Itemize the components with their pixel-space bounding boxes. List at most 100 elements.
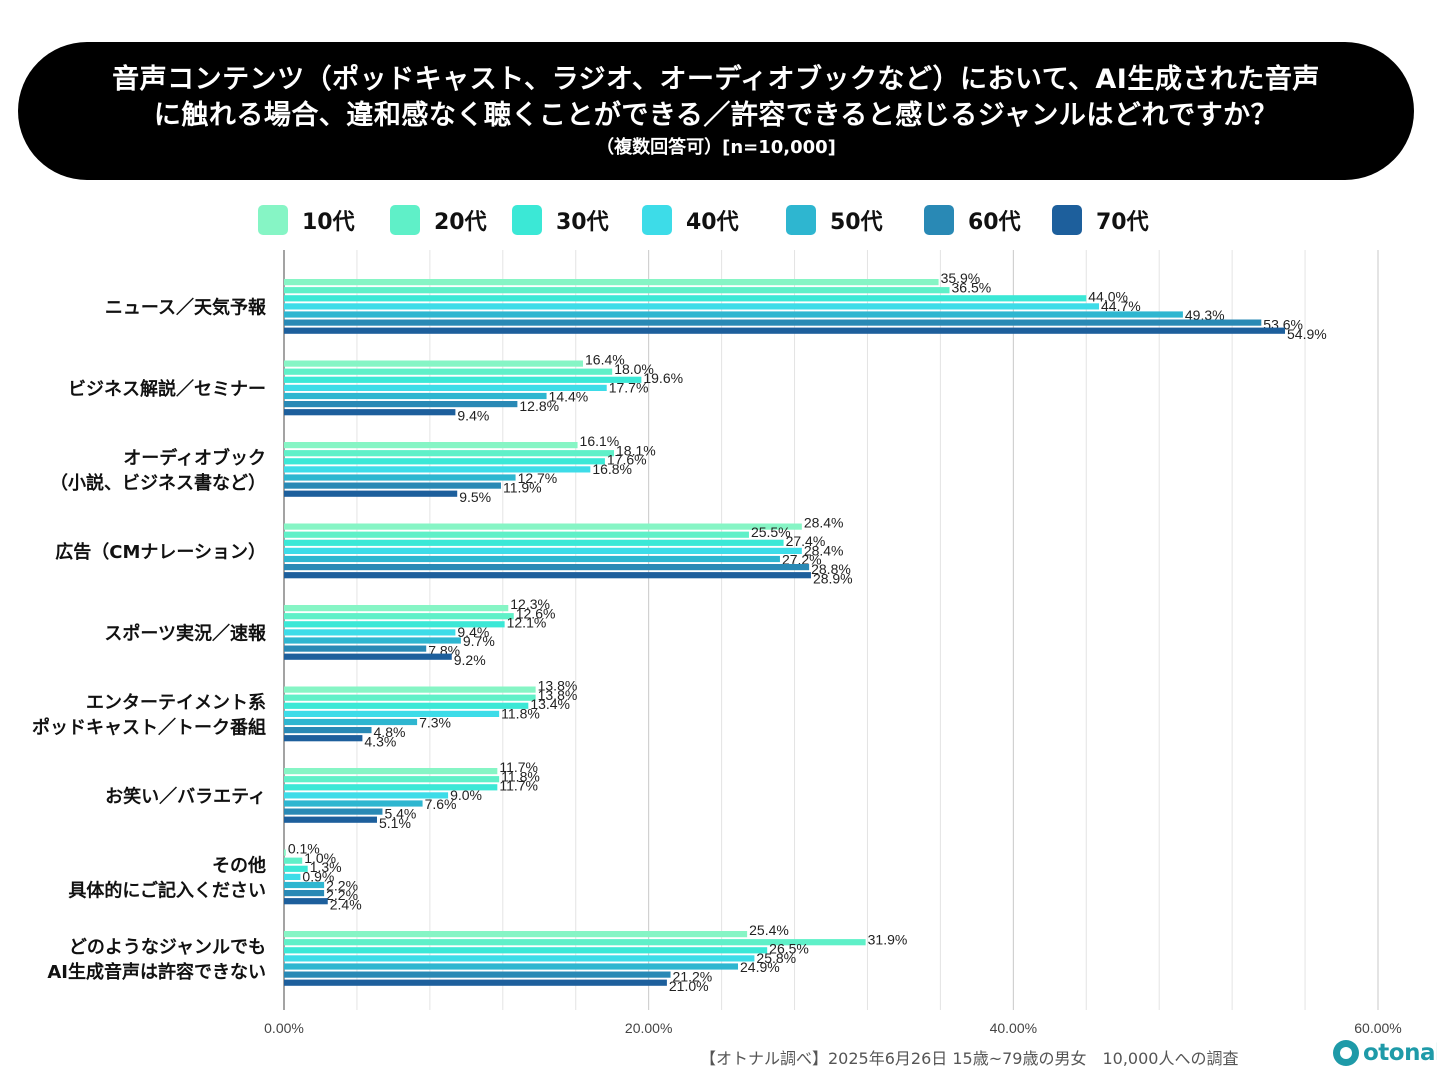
- legend-swatch: [642, 205, 672, 235]
- bar: [284, 776, 500, 783]
- legend-label: 60代: [968, 210, 1021, 235]
- category-label: スポーツ実況／速報: [104, 622, 267, 644]
- legend-item: 60代: [924, 204, 1021, 236]
- bar: [284, 287, 950, 294]
- bar: [284, 409, 456, 416]
- data-label: 0.1%: [288, 841, 320, 857]
- category-label: エンターテイメント系: [86, 692, 266, 713]
- data-label: 11.8%: [501, 768, 540, 784]
- bar: [284, 621, 505, 628]
- data-label: 26.5%: [769, 941, 809, 957]
- bar: [284, 808, 383, 815]
- data-label: 54.9%: [1287, 326, 1327, 342]
- data-label: 12.6%: [516, 605, 556, 621]
- bar: [284, 547, 802, 554]
- logo-icon: [1333, 1040, 1359, 1066]
- bar: [284, 702, 529, 709]
- data-label: 11.9%: [503, 480, 542, 496]
- data-label: 12.7%: [518, 470, 558, 486]
- data-label: 1.0%: [304, 850, 336, 866]
- data-label: 25.5%: [751, 524, 791, 540]
- bar: [284, 474, 516, 481]
- bar: [284, 800, 423, 807]
- data-label: 27.4%: [786, 533, 826, 549]
- bar: [284, 523, 802, 530]
- bar: [284, 531, 749, 538]
- bar: [284, 384, 607, 391]
- bar: [284, 539, 784, 546]
- bar: [284, 939, 866, 946]
- bar: [284, 458, 605, 465]
- data-label: 9.4%: [457, 407, 489, 423]
- source-note: 【オトナル調べ】2025年6月26日 15歳~79歳の男女 10,000人への調…: [700, 1049, 1239, 1068]
- bar: [284, 727, 372, 734]
- data-label: 11.7%: [499, 778, 538, 794]
- data-label: 31.9%: [868, 931, 908, 947]
- data-label: 28.9%: [813, 570, 853, 586]
- bar: [284, 881, 325, 889]
- legend-item: 70代: [1052, 204, 1149, 236]
- legend-label: 50代: [830, 210, 883, 235]
- data-label: 11.7%: [499, 759, 538, 775]
- data-label: 4.3%: [364, 733, 396, 749]
- bar: [284, 784, 498, 791]
- data-label: 18.1%: [616, 442, 656, 458]
- bar: [284, 637, 461, 644]
- data-label: 28.4%: [804, 542, 844, 558]
- data-label: 35.9%: [941, 270, 981, 286]
- data-label: 9.7%: [463, 633, 495, 649]
- category-label: どのようなジャンルでも: [69, 937, 266, 958]
- bar: [284, 613, 514, 620]
- data-label: 0.9%: [302, 868, 334, 884]
- bar: [284, 303, 1100, 310]
- data-label: 13.4%: [530, 696, 570, 712]
- chart-title-line2: に触れる場合、違和感なく聴くことができる／許容できると感じるジャンルはどれですか…: [153, 100, 1279, 131]
- bar: [284, 686, 536, 693]
- bar: [284, 279, 939, 286]
- bar: [284, 890, 325, 897]
- category-label: オーディオブック: [123, 447, 266, 469]
- data-label: 9.5%: [459, 489, 491, 505]
- bar: [284, 401, 518, 408]
- bar: [284, 629, 456, 636]
- data-label: 44.0%: [1088, 289, 1128, 305]
- chart-title-banner: 音声コンテンツ（ポッドキャスト、ラジオ、オーディオブックなど）において、AI生成…: [18, 42, 1414, 180]
- category-label: ビジネス解説／セミナー: [68, 378, 266, 400]
- x-tick-label: 40.00%: [990, 1020, 1037, 1036]
- legend-swatch: [786, 205, 816, 235]
- category-label: 具体的にご記入ください: [68, 879, 266, 901]
- category-label: ポッドキャスト／トーク番組: [32, 716, 266, 738]
- category-label: AI生成音声は許容できない: [47, 961, 266, 983]
- bar: [284, 376, 642, 383]
- data-label: 25.4%: [749, 922, 789, 938]
- legend-label: 10代: [302, 210, 355, 235]
- data-label: 17.6%: [607, 452, 647, 468]
- bar: [284, 564, 810, 571]
- legend-label: 20代: [434, 210, 487, 235]
- category-label: ニュース／天気予報: [105, 296, 267, 318]
- legend-item: 50代: [786, 204, 883, 236]
- bar: [284, 555, 780, 563]
- chart-subtitle: （複数回答可）[n=10,000]: [596, 137, 836, 158]
- logo-text: otonal: [1363, 1040, 1437, 1066]
- bar: [284, 816, 377, 823]
- bar: [284, 710, 500, 717]
- data-label: 16.4%: [585, 352, 625, 368]
- bar: [284, 466, 591, 473]
- bar: [284, 482, 501, 489]
- legend-item: 40代: [642, 204, 739, 236]
- bar: [284, 442, 578, 449]
- bar: [284, 327, 1286, 334]
- data-label: 24.9%: [740, 959, 780, 975]
- bar: [284, 898, 328, 905]
- data-label: 4.8%: [374, 724, 406, 740]
- data-label: 7.6%: [425, 796, 457, 812]
- bar: [284, 971, 671, 978]
- bar: [284, 849, 286, 856]
- bar: [284, 295, 1087, 302]
- data-label: 2.2%: [326, 887, 358, 903]
- bar: [284, 857, 303, 864]
- data-label: 12.8%: [519, 398, 559, 414]
- legend-swatch: [390, 205, 420, 235]
- bar: [284, 955, 755, 962]
